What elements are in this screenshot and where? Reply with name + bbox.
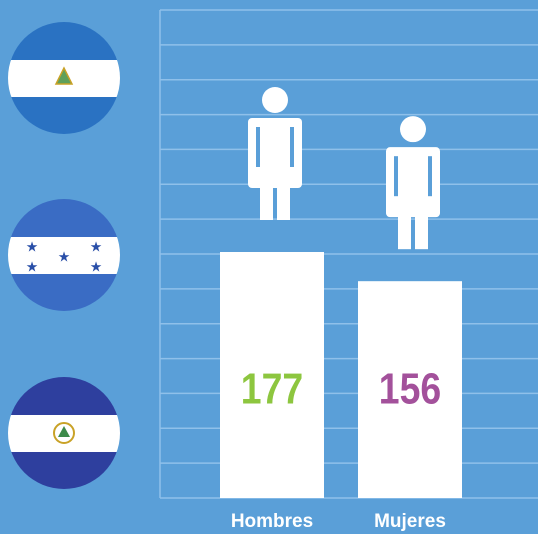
svg-text:★: ★: [26, 239, 39, 255]
person-leg: [398, 191, 411, 250]
person-icon: [386, 116, 440, 250]
person-leg: [415, 191, 428, 250]
person-leg: [277, 162, 290, 220]
bar: [358, 281, 462, 498]
person-leg: [260, 162, 273, 220]
person-icon: [248, 87, 302, 220]
x-tick-label: Hombres: [231, 511, 313, 532]
person-gap: [428, 156, 432, 197]
value-label: 156: [379, 364, 441, 414]
person-head: [400, 116, 426, 143]
x-tick-label: Mujeres: [374, 511, 446, 532]
svg-text:★: ★: [58, 249, 71, 265]
svg-text:★: ★: [90, 259, 103, 275]
svg-text:★: ★: [26, 259, 39, 275]
flag-nicaragua: [8, 22, 120, 134]
person-gap: [290, 127, 294, 167]
svg-text:★: ★: [90, 239, 103, 255]
person-gap: [394, 156, 398, 197]
person-head: [262, 87, 288, 113]
value-label: 177: [241, 364, 303, 414]
bar: [220, 252, 324, 498]
person-gap: [256, 127, 260, 167]
